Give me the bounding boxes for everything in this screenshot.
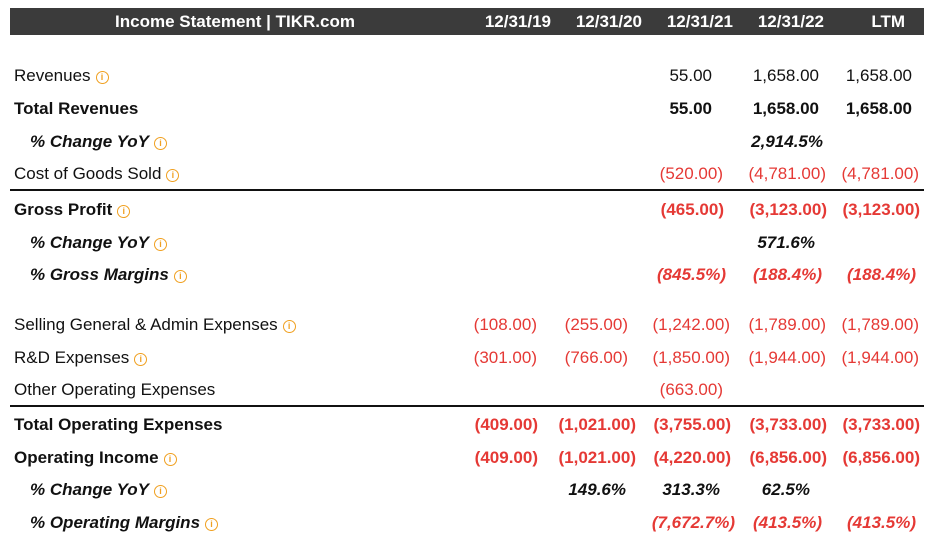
cell-2021: 55.00 <box>669 99 712 118</box>
cell-2020: 149.6% <box>568 480 626 499</box>
cell-2022: (1,789.00) <box>748 315 827 334</box>
info-icon[interactable]: i <box>117 205 131 218</box>
row-label: Total Revenues <box>14 99 139 118</box>
cell-2020: (1,021.00) <box>558 415 637 434</box>
row-cogs: Cost of Goods Sold i (520.00) (4,781.00) … <box>0 160 936 190</box>
row-label: Other Operating Expenses <box>14 380 216 399</box>
cell-ltm: (3,733.00) <box>842 415 921 434</box>
period-header-2020[interactable]: 12/31/20 <box>575 12 642 31</box>
table-header: Income Statement | TIKR.com 12/31/19 12/… <box>10 8 924 35</box>
row-revenues: Revenues i 55.00 1,658.00 1,658.00 <box>0 62 936 92</box>
info-icon[interactable]: i <box>173 270 187 283</box>
cell-ltm: (3,123.00) <box>842 200 921 219</box>
cell-ltm: 1,658.00 <box>845 99 912 118</box>
row-label[interactable]: Selling General & Admin Expenses i <box>14 315 296 335</box>
cell-2022: (6,856.00) <box>749 448 828 467</box>
cell-2021: 55.00 <box>669 66 712 85</box>
cell-ltm: (1,944.00) <box>841 348 920 367</box>
info-icon[interactable]: i <box>166 169 180 182</box>
row-other-opex: Other Operating Expenses (663.00) <box>0 376 936 406</box>
row-total-opex: Total Operating Expenses (409.00) (1,021… <box>0 411 936 441</box>
cell-2022: (3,733.00) <box>749 415 828 434</box>
cell-2021: (465.00) <box>660 200 724 219</box>
row-rnd: R&D Expenses i (301.00) (766.00) (1,850.0… <box>0 344 936 374</box>
cell-2021: (3,755.00) <box>653 415 732 434</box>
cell-2021: (4,220.00) <box>653 448 732 467</box>
row-label[interactable]: % Operating Margins i <box>30 513 219 533</box>
cell-2022: 1,658.00 <box>752 66 819 85</box>
row-label: Total Operating Expenses <box>14 415 223 434</box>
divider <box>10 405 924 407</box>
row-operating-margins: % Operating Margins i (7,672.7%) (413.5%)… <box>0 509 936 539</box>
info-icon[interactable]: i <box>154 238 168 251</box>
cell-2021: (1,850.00) <box>652 348 731 367</box>
row-label[interactable]: % Gross Margins i <box>30 265 187 285</box>
row-total-revenues: Total Revenues 55.00 1,658.00 1,658.00 <box>0 95 936 125</box>
info-icon[interactable]: i <box>282 320 296 333</box>
cell-2022: (1,944.00) <box>748 348 827 367</box>
row-label[interactable]: Operating Income i <box>14 448 177 468</box>
cell-2019: (409.00) <box>474 448 538 467</box>
cell-2022: 571.6% <box>757 233 815 252</box>
info-icon[interactable]: i <box>154 137 168 150</box>
cell-ltm: 1,658.00 <box>845 66 912 85</box>
statement-title: Income Statement | TIKR.com <box>115 12 355 31</box>
cell-ltm: (413.5%) <box>847 513 916 532</box>
divider <box>10 189 924 191</box>
cell-2022: 1,658.00 <box>752 99 819 118</box>
row-label[interactable]: % Change YoY i <box>30 132 168 152</box>
cell-2019: (301.00) <box>473 348 537 367</box>
row-label[interactable]: Revenues i <box>14 66 109 86</box>
cell-2021: 313.3% <box>662 480 720 499</box>
row-operating-income-change-yoy: % Change YoY i 149.6% 313.3% 62.5% <box>0 476 936 506</box>
cell-ltm: (6,856.00) <box>842 448 921 467</box>
cell-2019: (409.00) <box>474 415 538 434</box>
row-label[interactable]: Cost of Goods Sold i <box>14 164 180 184</box>
row-revenue-change-yoy: % Change YoY i 2,914.5% <box>0 128 936 158</box>
cell-2021: (520.00) <box>659 164 723 183</box>
cell-2021: (7,672.7%) <box>651 513 735 532</box>
cell-2022: 62.5% <box>761 480 810 499</box>
row-label[interactable]: % Change YoY i <box>30 480 168 500</box>
cell-2022: (413.5%) <box>753 513 822 532</box>
cell-2021: (663.00) <box>659 380 723 399</box>
row-sga: Selling General & Admin Expenses i (108.0… <box>0 311 936 341</box>
row-gross-profit: Gross Profit i (465.00) (3,123.00) (3,123… <box>0 196 936 226</box>
period-header-2019[interactable]: 12/31/19 <box>484 12 551 31</box>
cell-2019: (108.00) <box>473 315 537 334</box>
row-operating-income: Operating Income i (409.00) (1,021.00) (4… <box>0 444 936 474</box>
cell-ltm: (1,789.00) <box>841 315 920 334</box>
period-header-ltm[interactable]: LTM <box>871 12 905 31</box>
cell-2022: (188.4%) <box>753 265 822 284</box>
cell-2021: (845.5%) <box>657 265 726 284</box>
row-label[interactable]: R&D Expenses i <box>14 348 148 368</box>
period-header-2021[interactable]: 12/31/21 <box>666 12 733 31</box>
cell-2021: (1,242.00) <box>652 315 731 334</box>
info-icon[interactable]: i <box>205 518 219 531</box>
cell-ltm: (4,781.00) <box>841 164 920 183</box>
info-icon[interactable]: i <box>134 353 148 366</box>
cell-2020: (255.00) <box>564 315 628 334</box>
row-gross-margins: % Gross Margins i (845.5%) (188.4%) (188.… <box>0 261 936 291</box>
cell-ltm: (188.4%) <box>847 265 916 284</box>
cell-2022: (3,123.00) <box>749 200 828 219</box>
cell-2022: 2,914.5% <box>751 132 823 151</box>
row-label[interactable]: Gross Profit i <box>14 200 131 220</box>
cell-2020: (1,021.00) <box>558 448 637 467</box>
period-header-2022[interactable]: 12/31/22 <box>757 12 824 31</box>
cell-2020: (766.00) <box>564 348 628 367</box>
row-gross-profit-change-yoy: % Change YoY i 571.6% <box>0 229 936 259</box>
info-icon[interactable]: i <box>163 453 177 466</box>
cell-2022: (4,781.00) <box>748 164 827 183</box>
row-label[interactable]: % Change YoY i <box>30 233 168 253</box>
info-icon[interactable]: i <box>95 71 109 84</box>
info-icon[interactable]: i <box>154 485 168 498</box>
